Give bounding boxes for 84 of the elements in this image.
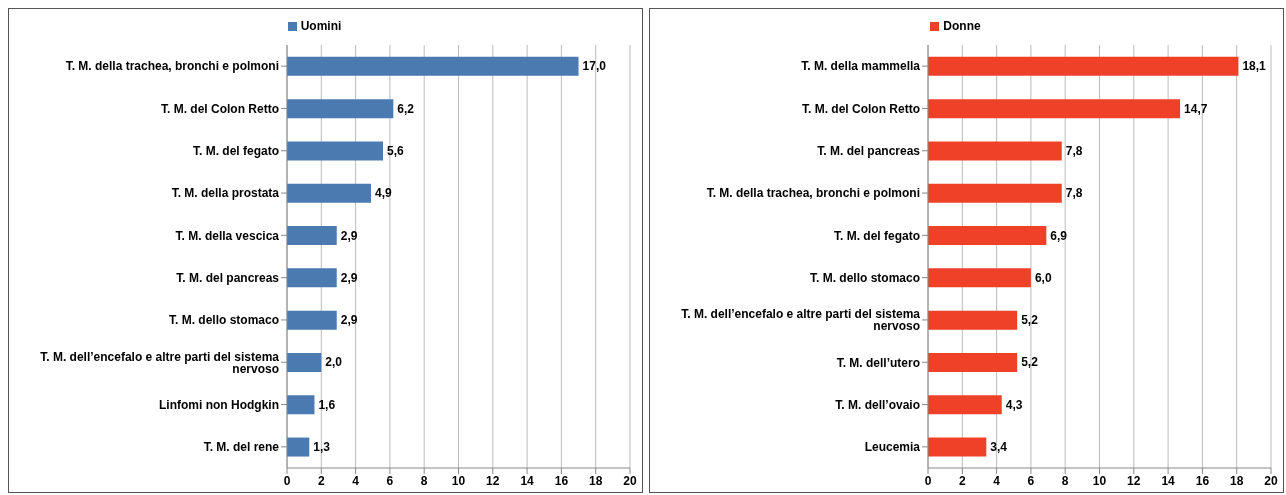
bar [287,56,579,76]
bar [287,141,384,161]
x-tick-label: 6 [1027,473,1035,488]
bar [287,268,337,288]
x-tick-label: 18 [1230,473,1244,488]
bar [928,395,1002,415]
data-label: 2,9 [340,270,358,285]
y-tick-label: T. M. del rene [203,440,280,455]
data-label: 4,9 [375,186,393,201]
bar [287,437,310,457]
x-tick-label: 12 [486,473,500,488]
x-tick-label: 8 [1061,473,1069,488]
x-tick-label: 4 [993,473,1001,488]
bar [928,352,1018,372]
data-label: 5,6 [387,143,405,158]
y-tick-label: T. M. della trachea, bronchi e polmoni [706,186,920,201]
y-tick-label: T. M. dello stomaco [168,313,279,328]
data-label: 1,6 [318,397,336,412]
data-label: 17,0 [582,59,607,74]
x-tick-label: 14 [520,473,535,488]
x-tick-label: 20 [1264,473,1278,488]
data-label: 14,7 [1184,101,1208,116]
y-tick-label: T. M. del fegato [192,144,279,159]
data-label: 3,4 [990,440,1008,455]
data-label: 7,8 [1065,143,1083,158]
y-tick-label: T. M. dello stomaco [809,270,920,285]
y-tick-label: T. M. dell’encefalo e altre parti del sistema nervoso [40,349,280,376]
y-tick-label: T. M. della prostata [171,186,280,201]
legend-label: Donne [943,19,981,33]
y-tick-label: T. M. della mammella [801,59,921,74]
y-tick-label: T. M. dell’ovaio [835,397,920,412]
bar [928,437,987,457]
x-tick-label: 4 [352,473,360,488]
x-tick-label: 10 [451,473,466,488]
y-tick-label: T. M. del Colon Retto [802,101,920,116]
bar [928,99,1181,119]
data-label: 1,3 [313,440,331,455]
y-tick-label: T. M. della trachea, bronchi e polmoni [65,59,279,74]
y-tick-label: T. M. del Colon Retto [161,101,279,116]
x-tick-label: 12 [1127,473,1141,488]
bar [928,310,1018,330]
data-label: 6,9 [1050,228,1068,243]
bar [928,56,1239,76]
x-tick-label: 8 [420,473,428,488]
x-tick-label: 16 [1195,473,1210,488]
y-tick-label: T. M. del fegato [833,228,920,243]
bar [928,141,1062,161]
x-tick-label: 0 [283,473,291,488]
data-label: 5,2 [1021,355,1039,370]
data-label: 5,2 [1021,313,1039,328]
data-label: 18,1 [1242,59,1267,74]
x-tick-label: 14 [1161,473,1176,488]
data-label: 6,0 [1034,270,1052,285]
bar [928,268,1031,288]
legend-label: Uomini [300,19,342,33]
bar [287,183,372,203]
y-tick-label: Linfomi non Hodgkin [159,397,279,412]
bar [287,99,394,119]
data-label: 2,9 [340,313,358,328]
y-tick-label: T. M. del pancreas [176,270,280,285]
data-label: 7,8 [1065,186,1083,201]
data-label: 4,3 [1005,397,1023,412]
x-tick-label: 6 [386,473,394,488]
bar [287,310,337,330]
data-label: 6,2 [397,101,415,116]
x-tick-label: 2 [958,473,966,488]
data-label: 2,9 [340,228,358,243]
x-tick-label: 16 [554,473,569,488]
bar [287,352,322,372]
y-tick-label: T. M. del pancreas [817,144,921,159]
bar [928,183,1062,203]
bar [928,226,1047,246]
y-tick-label: T. M. della vescica [175,228,280,243]
x-tick-label: 0 [924,473,932,488]
x-tick-label: 2 [317,473,325,488]
y-tick-label: T. M. dell’utero [836,355,920,370]
x-tick-label: 10 [1092,473,1107,488]
y-tick-label: T. M. dell’encefalo e altre parti del sistema nervoso [681,307,921,334]
bar [287,395,315,415]
x-tick-label: 20 [623,473,637,488]
data-label: 2,0 [325,355,343,370]
x-tick-label: 18 [589,473,603,488]
bar [287,226,337,246]
y-tick-label: Leucemia [864,440,921,455]
